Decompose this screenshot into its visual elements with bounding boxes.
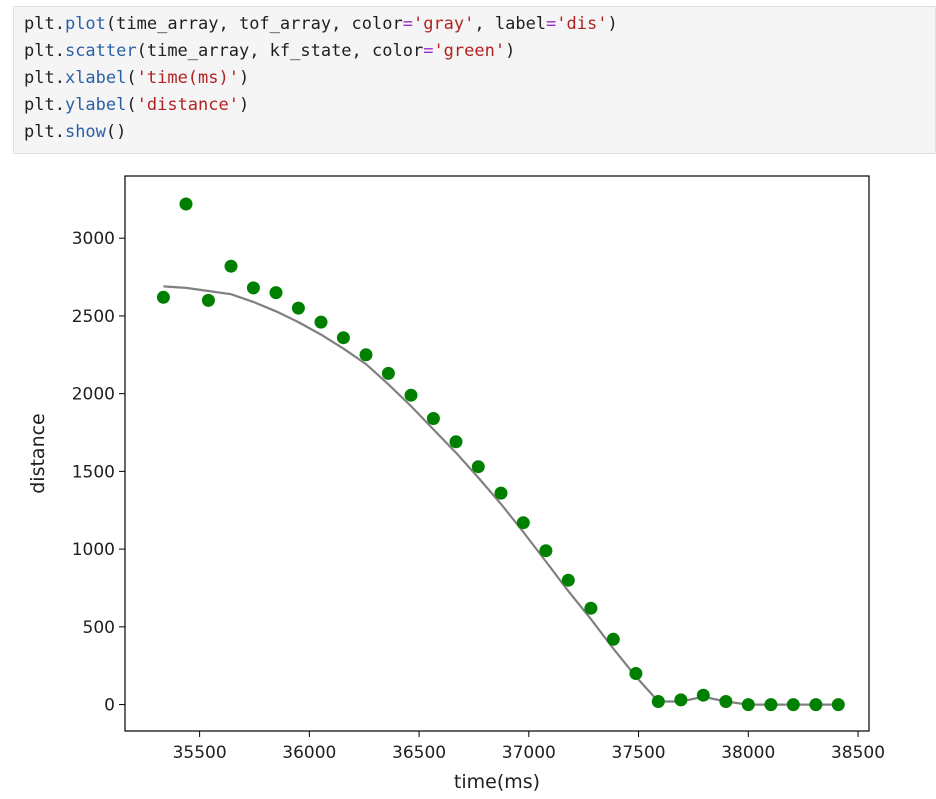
code-line: plt.ylabel('distance')	[24, 92, 249, 118]
code-token: )	[607, 14, 618, 34]
scatter-point	[674, 693, 688, 707]
code-token: plt.	[24, 122, 65, 142]
scatter-point	[471, 460, 485, 474]
code-token: =	[402, 14, 413, 34]
scatter-point	[314, 315, 328, 329]
scatter-point	[809, 698, 823, 712]
code-token: 'distance'	[136, 95, 239, 115]
scatter-point	[449, 435, 463, 449]
scatter-point	[336, 331, 350, 345]
scatter-point	[404, 388, 418, 402]
code-token: plt.	[24, 95, 65, 115]
scatter-point	[831, 698, 845, 712]
code-line: plt.show()	[24, 119, 126, 145]
scatter-point	[269, 286, 283, 300]
y-tick-label: 1000	[72, 540, 115, 560]
scatter-point	[606, 632, 620, 646]
code-token: plt.	[24, 14, 65, 34]
code-token: 'dis'	[556, 14, 608, 34]
scatter-point	[156, 290, 170, 304]
x-axis-label: time(ms)	[454, 771, 540, 793]
code-token: scatter	[64, 41, 137, 61]
code-token: plot	[64, 14, 106, 34]
code-token: 'green'	[433, 41, 506, 61]
y-tick-label: 0	[104, 696, 115, 716]
scatter-point	[741, 698, 755, 712]
scatter-point	[719, 695, 733, 708]
distance-time-plot: 35500 36000 36500 37000 37500 38000 38500 0 500 1…	[27, 175, 885, 793]
scatter-point	[786, 698, 800, 712]
code-cell[interactable]: plt.plot(time_array, tof_array, color='g…	[13, 6, 936, 154]
plot-frame	[124, 175, 870, 732]
code-token: , label	[474, 14, 547, 34]
scatter-point	[381, 366, 395, 380]
code-token: ylabel	[64, 95, 127, 115]
y-tick-label: 2000	[72, 385, 115, 405]
scatter-point	[764, 698, 778, 712]
scatter-point	[201, 293, 215, 307]
y-tick-label: 500	[83, 618, 115, 638]
code-token: show	[64, 122, 106, 142]
scatter-point	[224, 259, 238, 273]
scatter-point	[516, 516, 530, 530]
scatter-point	[359, 348, 373, 362]
scatter-point	[494, 486, 508, 500]
scatter-point	[179, 197, 193, 211]
code-token: ()	[105, 122, 127, 142]
code-token: (time_array, kf_state, color	[136, 41, 424, 61]
x-tick-label: 37000	[502, 743, 556, 763]
code-line: plt.scatter(time_array, kf_state, color=…	[24, 38, 515, 64]
code-token: (	[126, 68, 137, 88]
x-tick-label: 36500	[392, 743, 446, 763]
x-tick-label: 38500	[831, 743, 885, 763]
scatter-point	[584, 601, 598, 615]
y-tick-label: 1500	[72, 462, 115, 482]
axis-ticks: 35500 36000 36500 37000 37500 38000 38500 0 500 1…	[72, 229, 885, 763]
scatter-point	[561, 573, 575, 587]
code-line: plt.xlabel('time(ms)')	[24, 65, 249, 91]
scatter-point	[291, 301, 305, 315]
plot-content	[156, 197, 845, 712]
x-tick-label: 36000	[282, 743, 336, 763]
code-token: xlabel	[64, 68, 127, 88]
code-token: )	[505, 41, 516, 61]
y-tick-label: 3000	[72, 229, 115, 249]
code-token: (	[126, 95, 137, 115]
code-token: )	[238, 68, 250, 88]
code-line: plt.plot(time_array, tof_array, color='g…	[24, 11, 618, 37]
y-tick-label: 2500	[72, 307, 115, 327]
code-token: 'time(ms)'	[136, 68, 239, 88]
x-tick-label: 38000	[721, 743, 775, 763]
code-token: =	[546, 14, 557, 34]
scatter-point	[539, 544, 553, 558]
code-token: 'gray'	[412, 14, 475, 34]
code-token: plt.	[24, 68, 65, 88]
scatter-point	[426, 412, 440, 425]
x-tick-label: 37500	[612, 743, 666, 763]
x-tick-label: 35500	[173, 743, 227, 763]
scatter-point	[629, 667, 643, 680]
code-token: (time_array, tof_array, color	[105, 14, 403, 34]
scatter-point	[696, 688, 710, 702]
code-token: =	[423, 41, 434, 61]
scatter-point	[651, 695, 665, 708]
y-axis-label: distance	[27, 413, 49, 494]
code-token: )	[238, 95, 250, 115]
scatter-point	[246, 281, 260, 295]
code-token: plt.	[24, 41, 65, 61]
